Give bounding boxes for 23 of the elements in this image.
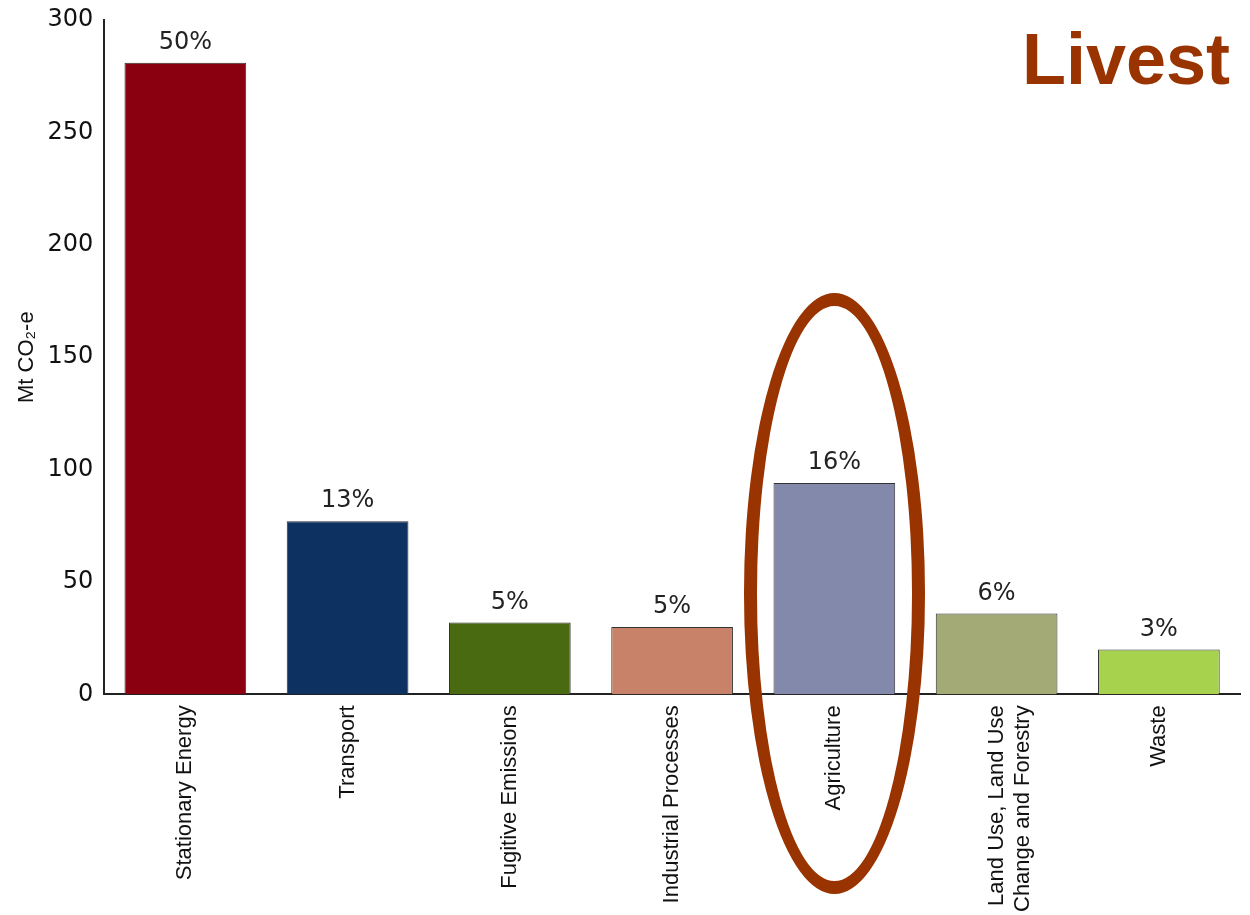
- y-axis-title: Mt CO₂-e: [13, 311, 39, 403]
- annotation: 5%: [653, 591, 692, 620]
- x-tick-label: Fugitive Emissions: [495, 705, 521, 889]
- y-tick-label: 300: [47, 4, 94, 33]
- y-tick-label: 100: [47, 453, 94, 482]
- y-tick-label: 150: [47, 341, 94, 370]
- y-tick-label: 50: [62, 566, 94, 595]
- x-tick-label: Transport: [333, 705, 359, 799]
- annotation: 5%: [490, 586, 529, 615]
- x-tick-label: Land Use, Land Use Change and Forestry: [982, 705, 1035, 912]
- y-tick-label: 250: [47, 116, 94, 145]
- annotation: 3%: [1139, 613, 1178, 642]
- y-tick-label: 0: [77, 678, 94, 707]
- x-tick-label: Stationary Energy: [171, 705, 197, 881]
- x-tick-label: Industrial Processes: [658, 705, 684, 904]
- annotation: 50%: [158, 26, 213, 55]
- x-tick-label: Agriculture: [820, 705, 846, 811]
- annotation: 13%: [320, 485, 375, 514]
- x-tick-label: Waste: [1144, 705, 1170, 767]
- y-tick-label: 200: [47, 229, 94, 258]
- chart-title: Livest: [1021, 18, 1230, 100]
- annotation: 16%: [807, 447, 862, 476]
- annotation: 6%: [977, 577, 1016, 606]
